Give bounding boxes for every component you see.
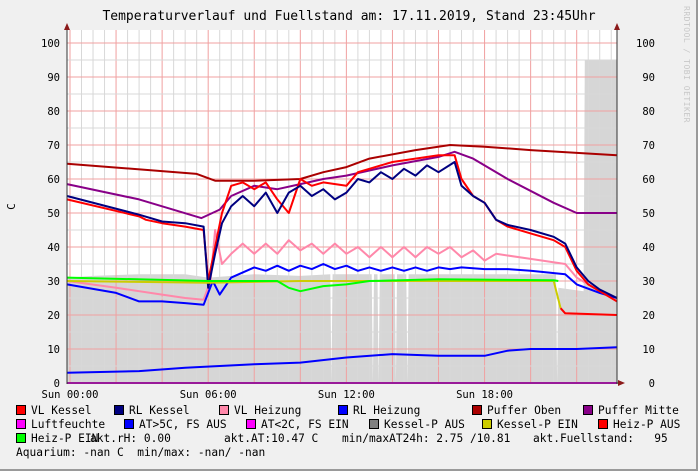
legend-swatch [472, 405, 482, 415]
series-line-vl-heizung [66, 229, 618, 303]
y-tick-label-left: 50 [47, 208, 60, 220]
y-tick-label-right: 40 [642, 242, 655, 254]
legend-item: RL Heizung [338, 405, 420, 417]
y-tick-label-right: 70 [642, 140, 655, 152]
legend-label: VL Kessel [31, 404, 92, 417]
legend-label: Kessel-P EIN [497, 418, 578, 431]
y-tick-label-left: 10 [47, 344, 60, 356]
legend-label: Puffer Mitte [598, 404, 679, 417]
y-axis-label: C [4, 203, 18, 210]
y-tick-label-right: 20 [642, 310, 655, 322]
legend-item: AT<2C, FS EIN [246, 419, 349, 431]
legend-item: Heiz-P EIN [16, 433, 98, 445]
legend-swatch [369, 419, 379, 429]
chart-title: Temperaturverlauf und Fuellstand am: 17.… [102, 9, 596, 24]
legend-swatch [246, 419, 256, 429]
legend-label: Puffer Oben [487, 404, 562, 417]
legend-label: Luftfeuchte [31, 418, 106, 431]
y-tick-label-left: 40 [47, 242, 60, 254]
x-tick-label: Sun 12:00 [318, 389, 375, 401]
legend-label: Heiz-P AUS [613, 418, 681, 431]
y-tick-label-left: 100 [41, 38, 60, 50]
watermark: RRDTOOL / TOBI OETIKER [682, 6, 691, 123]
y-tick-label-left: 70 [47, 140, 60, 152]
y-tick-label-left: 0 [54, 378, 60, 390]
legend-item: AT>5C, FS AUS [124, 419, 227, 431]
y-tick-label-right: 10 [642, 344, 655, 356]
legend-item: Kessel-P AUS [369, 419, 465, 431]
series-line-at-5c-fs-aus [66, 346, 618, 374]
y-tick-label-right: 60 [642, 174, 655, 186]
legend-label: RL Kessel [129, 404, 190, 417]
legend-swatch [583, 405, 593, 415]
y-tick-label-right: 30 [642, 276, 655, 288]
legend-item: Puffer Mitte [583, 405, 679, 417]
y-tick-label-right: 0 [649, 378, 655, 390]
legend-swatch [482, 419, 492, 429]
legend-label: VL Heizung [234, 404, 302, 417]
legend-item: RL Kessel [114, 405, 190, 417]
series-line-rl-heizung [66, 263, 618, 306]
legend-swatch [219, 405, 229, 415]
legend-item: VL Heizung [219, 405, 301, 417]
legend-label: RL Heizung [353, 404, 421, 417]
legend-swatch [124, 419, 134, 429]
series-line-rl-kessel [66, 161, 618, 299]
stat-at: akt.AT:10.47 C [224, 432, 319, 445]
legend-item: Heiz-P AUS [598, 419, 680, 431]
x-tick-label: Sun 00:00 [42, 389, 99, 401]
series-line-heiz-p-ein [66, 276, 559, 293]
stat-fuellstand: akt.Fuellstand: 95 [533, 432, 668, 445]
legend-swatch [16, 405, 26, 415]
legend-swatch [114, 405, 124, 415]
series-line-puffer-oben [66, 144, 618, 182]
legend-label: Heiz-P EIN [31, 432, 99, 445]
legend-swatch [338, 405, 348, 415]
y-tick-label-left: 30 [47, 276, 60, 288]
y-tick-label-left: 90 [47, 72, 60, 84]
x-tick-label: Sun 06:00 [180, 389, 237, 401]
legend-swatch [16, 419, 26, 429]
legend-item: Luftfeuchte [16, 419, 105, 431]
stat-rh: akt.rH: 0.00 [90, 432, 171, 445]
legend-label: AT<2C, FS EIN [261, 418, 349, 431]
x-tick-label: Sun 18:00 [456, 389, 513, 401]
series-line-puffer-mitte [66, 150, 617, 220]
y-tick-label-right: 100 [636, 38, 655, 50]
y-tick-label-left: 80 [47, 106, 60, 118]
legend-item: VL Kessel [16, 405, 92, 417]
series-line-heiz-p-aus [559, 307, 618, 316]
legend-item: Puffer Oben [472, 405, 561, 417]
series-line-kessel-p-ein [66, 280, 562, 309]
y-tick-label-right: 50 [642, 208, 655, 220]
legend-label: Kessel-P AUS [384, 418, 465, 431]
y-axis-arrow-right [614, 23, 620, 30]
legend-item: Kessel-P EIN [482, 419, 578, 431]
y-axis-arrow-left [64, 23, 70, 30]
x-axis-arrow [618, 380, 625, 386]
stat-aquarium: Aquarium: -nan C min/max: -nan/ -nan [16, 446, 266, 459]
y-tick-label-right: 90 [642, 72, 655, 84]
stat-minmax-at: min/maxAT24h: 2.75 /10.81 [342, 432, 511, 445]
legend-swatch [16, 433, 26, 443]
y-tick-label-left: 60 [47, 174, 60, 186]
legend-swatch [598, 419, 608, 429]
legend-label: AT>5C, FS AUS [139, 418, 227, 431]
y-tick-label-left: 20 [47, 310, 60, 322]
y-tick-label-right: 80 [642, 106, 655, 118]
